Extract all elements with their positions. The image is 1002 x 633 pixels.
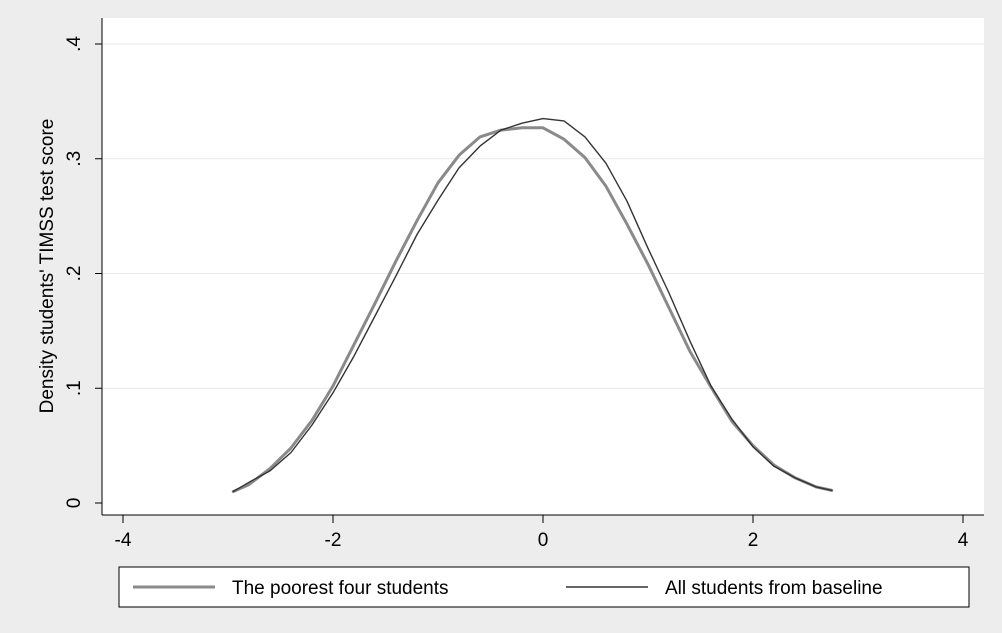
y-tick-label: .2 [64,266,85,282]
y-tick-label: .1 [64,380,85,396]
y-axis-title: Density students' TIMSS test score [37,119,58,414]
grid-lines [103,43,984,389]
x-tick-label: -2 [325,530,342,551]
y-tick-label: .3 [64,151,85,167]
y-tick-label: 0 [64,498,85,509]
y-tick-label: .4 [64,36,85,52]
legend-box [118,566,970,608]
x-tick-label: 2 [748,530,759,551]
plot-area [102,18,984,515]
series-line-baseline [232,117,833,493]
legend: The poorest four students All students f… [118,566,970,608]
series-line-poorest [231,126,834,493]
legend-label-baseline: All students from baseline [665,578,883,599]
series-lines [231,117,834,493]
x-tick-label: -4 [115,530,132,551]
axes: 0 .1 .2 .3 .4 -4 -2 0 2 4 [64,18,984,551]
legend-label-poorest: The poorest four students [232,578,449,599]
x-tick-label: 0 [538,530,549,551]
x-tick-label: 4 [958,530,969,551]
